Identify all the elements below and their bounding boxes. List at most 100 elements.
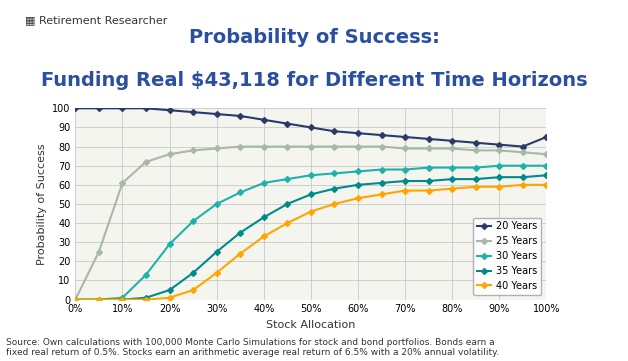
35 Years [448, 177, 456, 181]
Line: 30 Years: 30 Years [73, 164, 548, 302]
40 Years [95, 297, 103, 302]
X-axis label: Stock Allocation: Stock Allocation [266, 320, 355, 330]
40 Years [119, 297, 126, 302]
20 Years [448, 139, 456, 143]
20 Years [284, 121, 291, 126]
Line: 20 Years: 20 Years [73, 106, 548, 149]
25 Years [425, 146, 433, 151]
35 Years [331, 187, 338, 191]
20 Years [425, 137, 433, 141]
35 Years [119, 297, 126, 302]
Text: Funding Real $43,118 for Different Time Horizons: Funding Real $43,118 for Different Time … [41, 71, 587, 90]
40 Years [448, 187, 456, 191]
20 Years [519, 144, 527, 149]
40 Years [72, 297, 79, 302]
20 Years [190, 110, 197, 114]
35 Years [401, 179, 409, 183]
40 Years [519, 183, 527, 187]
40 Years [331, 202, 338, 206]
25 Years [472, 148, 480, 153]
35 Years [237, 230, 244, 235]
30 Years [495, 164, 503, 168]
30 Years [307, 173, 315, 177]
30 Years [72, 297, 79, 302]
40 Years [425, 188, 433, 193]
30 Years [401, 168, 409, 172]
35 Years [190, 271, 197, 275]
25 Years [119, 181, 126, 185]
40 Years [190, 288, 197, 292]
25 Years [166, 152, 173, 156]
25 Years [401, 146, 409, 151]
25 Years [190, 148, 197, 153]
20 Years [495, 143, 503, 147]
35 Years [519, 175, 527, 179]
Y-axis label: Probability of Success: Probability of Success [36, 143, 46, 265]
30 Years [425, 165, 433, 170]
30 Years [213, 202, 220, 206]
30 Years [95, 297, 103, 302]
35 Years [260, 215, 268, 219]
40 Years [213, 271, 220, 275]
40 Years [354, 196, 362, 200]
30 Years [331, 171, 338, 175]
35 Years [378, 181, 386, 185]
Text: Probability of Success:: Probability of Success: [188, 28, 440, 47]
Text: ▦ Retirement Researcher: ▦ Retirement Researcher [25, 15, 168, 25]
25 Years [519, 150, 527, 155]
20 Years [543, 135, 550, 139]
35 Years [142, 296, 149, 300]
25 Years [331, 144, 338, 149]
25 Years [95, 250, 103, 254]
30 Years [119, 296, 126, 300]
30 Years [237, 190, 244, 195]
20 Years [142, 106, 149, 110]
35 Years [213, 250, 220, 254]
25 Years [260, 144, 268, 149]
25 Years [237, 144, 244, 149]
35 Years [354, 183, 362, 187]
25 Years [448, 146, 456, 151]
35 Years [472, 177, 480, 181]
20 Years [307, 125, 315, 130]
25 Years [284, 144, 291, 149]
40 Years [142, 297, 149, 302]
30 Years [260, 181, 268, 185]
40 Years [166, 296, 173, 300]
20 Years [166, 108, 173, 112]
Line: 35 Years: 35 Years [73, 173, 548, 302]
40 Years [401, 188, 409, 193]
35 Years [425, 179, 433, 183]
20 Years [95, 106, 103, 110]
40 Years [543, 183, 550, 187]
20 Years [354, 131, 362, 135]
30 Years [519, 164, 527, 168]
35 Years [95, 297, 103, 302]
40 Years [284, 221, 291, 225]
35 Years [543, 173, 550, 177]
40 Years [237, 252, 244, 256]
35 Years [166, 288, 173, 292]
20 Years [213, 112, 220, 116]
30 Years [190, 219, 197, 223]
30 Years [378, 168, 386, 172]
25 Years [72, 297, 79, 302]
35 Years [307, 192, 315, 196]
30 Years [142, 273, 149, 277]
25 Years [543, 152, 550, 156]
40 Years [307, 209, 315, 214]
25 Years [307, 144, 315, 149]
20 Years [237, 114, 244, 118]
30 Years [284, 177, 291, 181]
25 Years [354, 144, 362, 149]
35 Years [72, 297, 79, 302]
20 Years [260, 118, 268, 122]
20 Years [331, 129, 338, 134]
Text: Source: Own calculations with 100,000 Monte Carlo Simulations for stock and bond: Source: Own calculations with 100,000 Mo… [6, 338, 499, 357]
35 Years [495, 175, 503, 179]
40 Years [472, 184, 480, 189]
Line: 40 Years: 40 Years [73, 183, 548, 302]
25 Years [495, 148, 503, 153]
Line: 25 Years: 25 Years [73, 144, 548, 302]
30 Years [354, 169, 362, 174]
